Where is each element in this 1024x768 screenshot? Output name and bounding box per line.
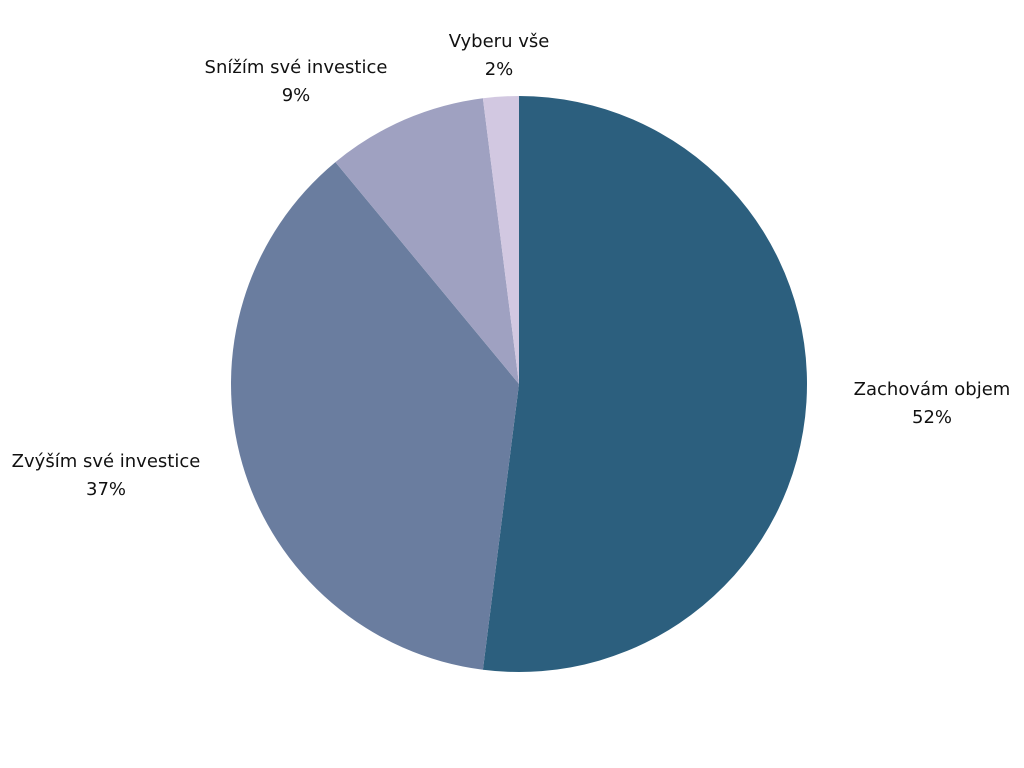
slice-label-value: 9%: [281, 85, 311, 106]
pie-slice-0: [482, 96, 807, 672]
slice-label-value: 2%: [484, 59, 514, 80]
slice-label-vyberu-vse: Vyberu vše 2%: [449, 28, 550, 84]
slice-label-zvysim-investice: Zvýším své investice 37%: [12, 448, 201, 504]
pie-slice-2: [335, 98, 519, 384]
slice-label-value: 37%: [85, 479, 127, 500]
slice-label-value: 52%: [911, 407, 953, 428]
pie-slice-1: [231, 162, 519, 670]
slice-label-name: Zachovám objem: [853, 379, 1011, 400]
slice-label-name: Snížím své investice: [204, 57, 388, 78]
slice-label-name: Vyberu vše: [448, 31, 550, 52]
slice-label-zachovam-objem: Zachovám objem 52%: [854, 376, 1011, 432]
slice-label-snizim-investice: Snížím své investice 9%: [205, 54, 388, 110]
pie-slice-3: [482, 96, 519, 384]
slice-label-name: Zvýším své investice: [11, 451, 201, 472]
